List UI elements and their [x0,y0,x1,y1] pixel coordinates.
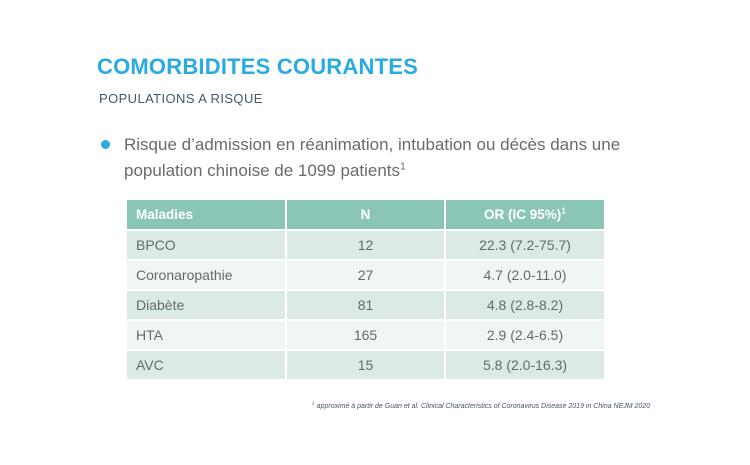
table-row: BPCO 12 22.3 (7.2-75.7) [127,230,604,261]
comorbidity-table: Maladies N OR (IC 95%)1 BPCO 12 22.3 (7.… [127,200,604,381]
footnote: 1 approximé à partir de Guan et al. Clin… [312,402,712,412]
table-row: Coronaropathie 27 4.7 (2.0-11.0) [127,260,604,291]
table-cell-n: 15 [286,350,446,381]
bullet-item: Risque d’admission en réanimation, intub… [101,132,686,184]
col-header-n: N [286,200,446,231]
table-cell-n: 81 [286,290,446,321]
table-cell-disease: Coronaropathie [127,260,287,291]
table-cell-or: 5.8 (2.0-16.3) [445,350,604,381]
bullet-superscript: 1 [400,160,406,173]
table-cell-n: 27 [286,260,446,291]
col-header-maladies-label: Maladies [136,207,194,222]
bullet-text: Risque d’admission en réanimation, intub… [124,132,686,184]
table-cell-or: 2.9 (2.4-6.5) [445,320,604,351]
footnote-text: approximé à partir de Guan et al. Clinic… [314,403,651,410]
table-header-row: Maladies N OR (IC 95%)1 [127,200,604,231]
table-cell-or: 22.3 (7.2-75.7) [445,230,604,261]
bullet-dot-icon [101,140,110,149]
slide-subtitle: POPULATIONS A RISQUE [99,91,263,106]
table-cell-or: 4.8 (2.8-8.2) [445,290,604,321]
table-cell-disease: AVC [127,350,287,381]
table-row: HTA 165 2.9 (2.4-6.5) [127,320,604,351]
slide-title: COMORBIDITES COURANTES [97,54,418,79]
bullet-text-main: Risque d’admission en réanimation, intub… [124,135,621,180]
table-cell-n: 12 [286,230,446,261]
table-cell-disease: HTA [127,320,287,351]
table-cell-n: 165 [286,320,446,351]
table-cell-disease: Diabète [127,290,287,321]
table-row: Diabète 81 4.8 (2.8-8.2) [127,290,604,321]
table-cell-or: 4.7 (2.0-11.0) [445,260,604,291]
table-cell-disease: BPCO [127,230,287,261]
table-row: AVC 15 5.8 (2.0-16.3) [127,350,604,381]
col-header-or-superscript: 1 [561,205,566,216]
col-header-or: OR (IC 95%)1 [445,200,604,231]
footnote-superscript: 1 [312,401,315,407]
col-header-or-label: OR (IC 95%) [484,207,562,222]
col-header-n-label: N [360,207,371,222]
col-header-maladies: Maladies [127,200,287,231]
